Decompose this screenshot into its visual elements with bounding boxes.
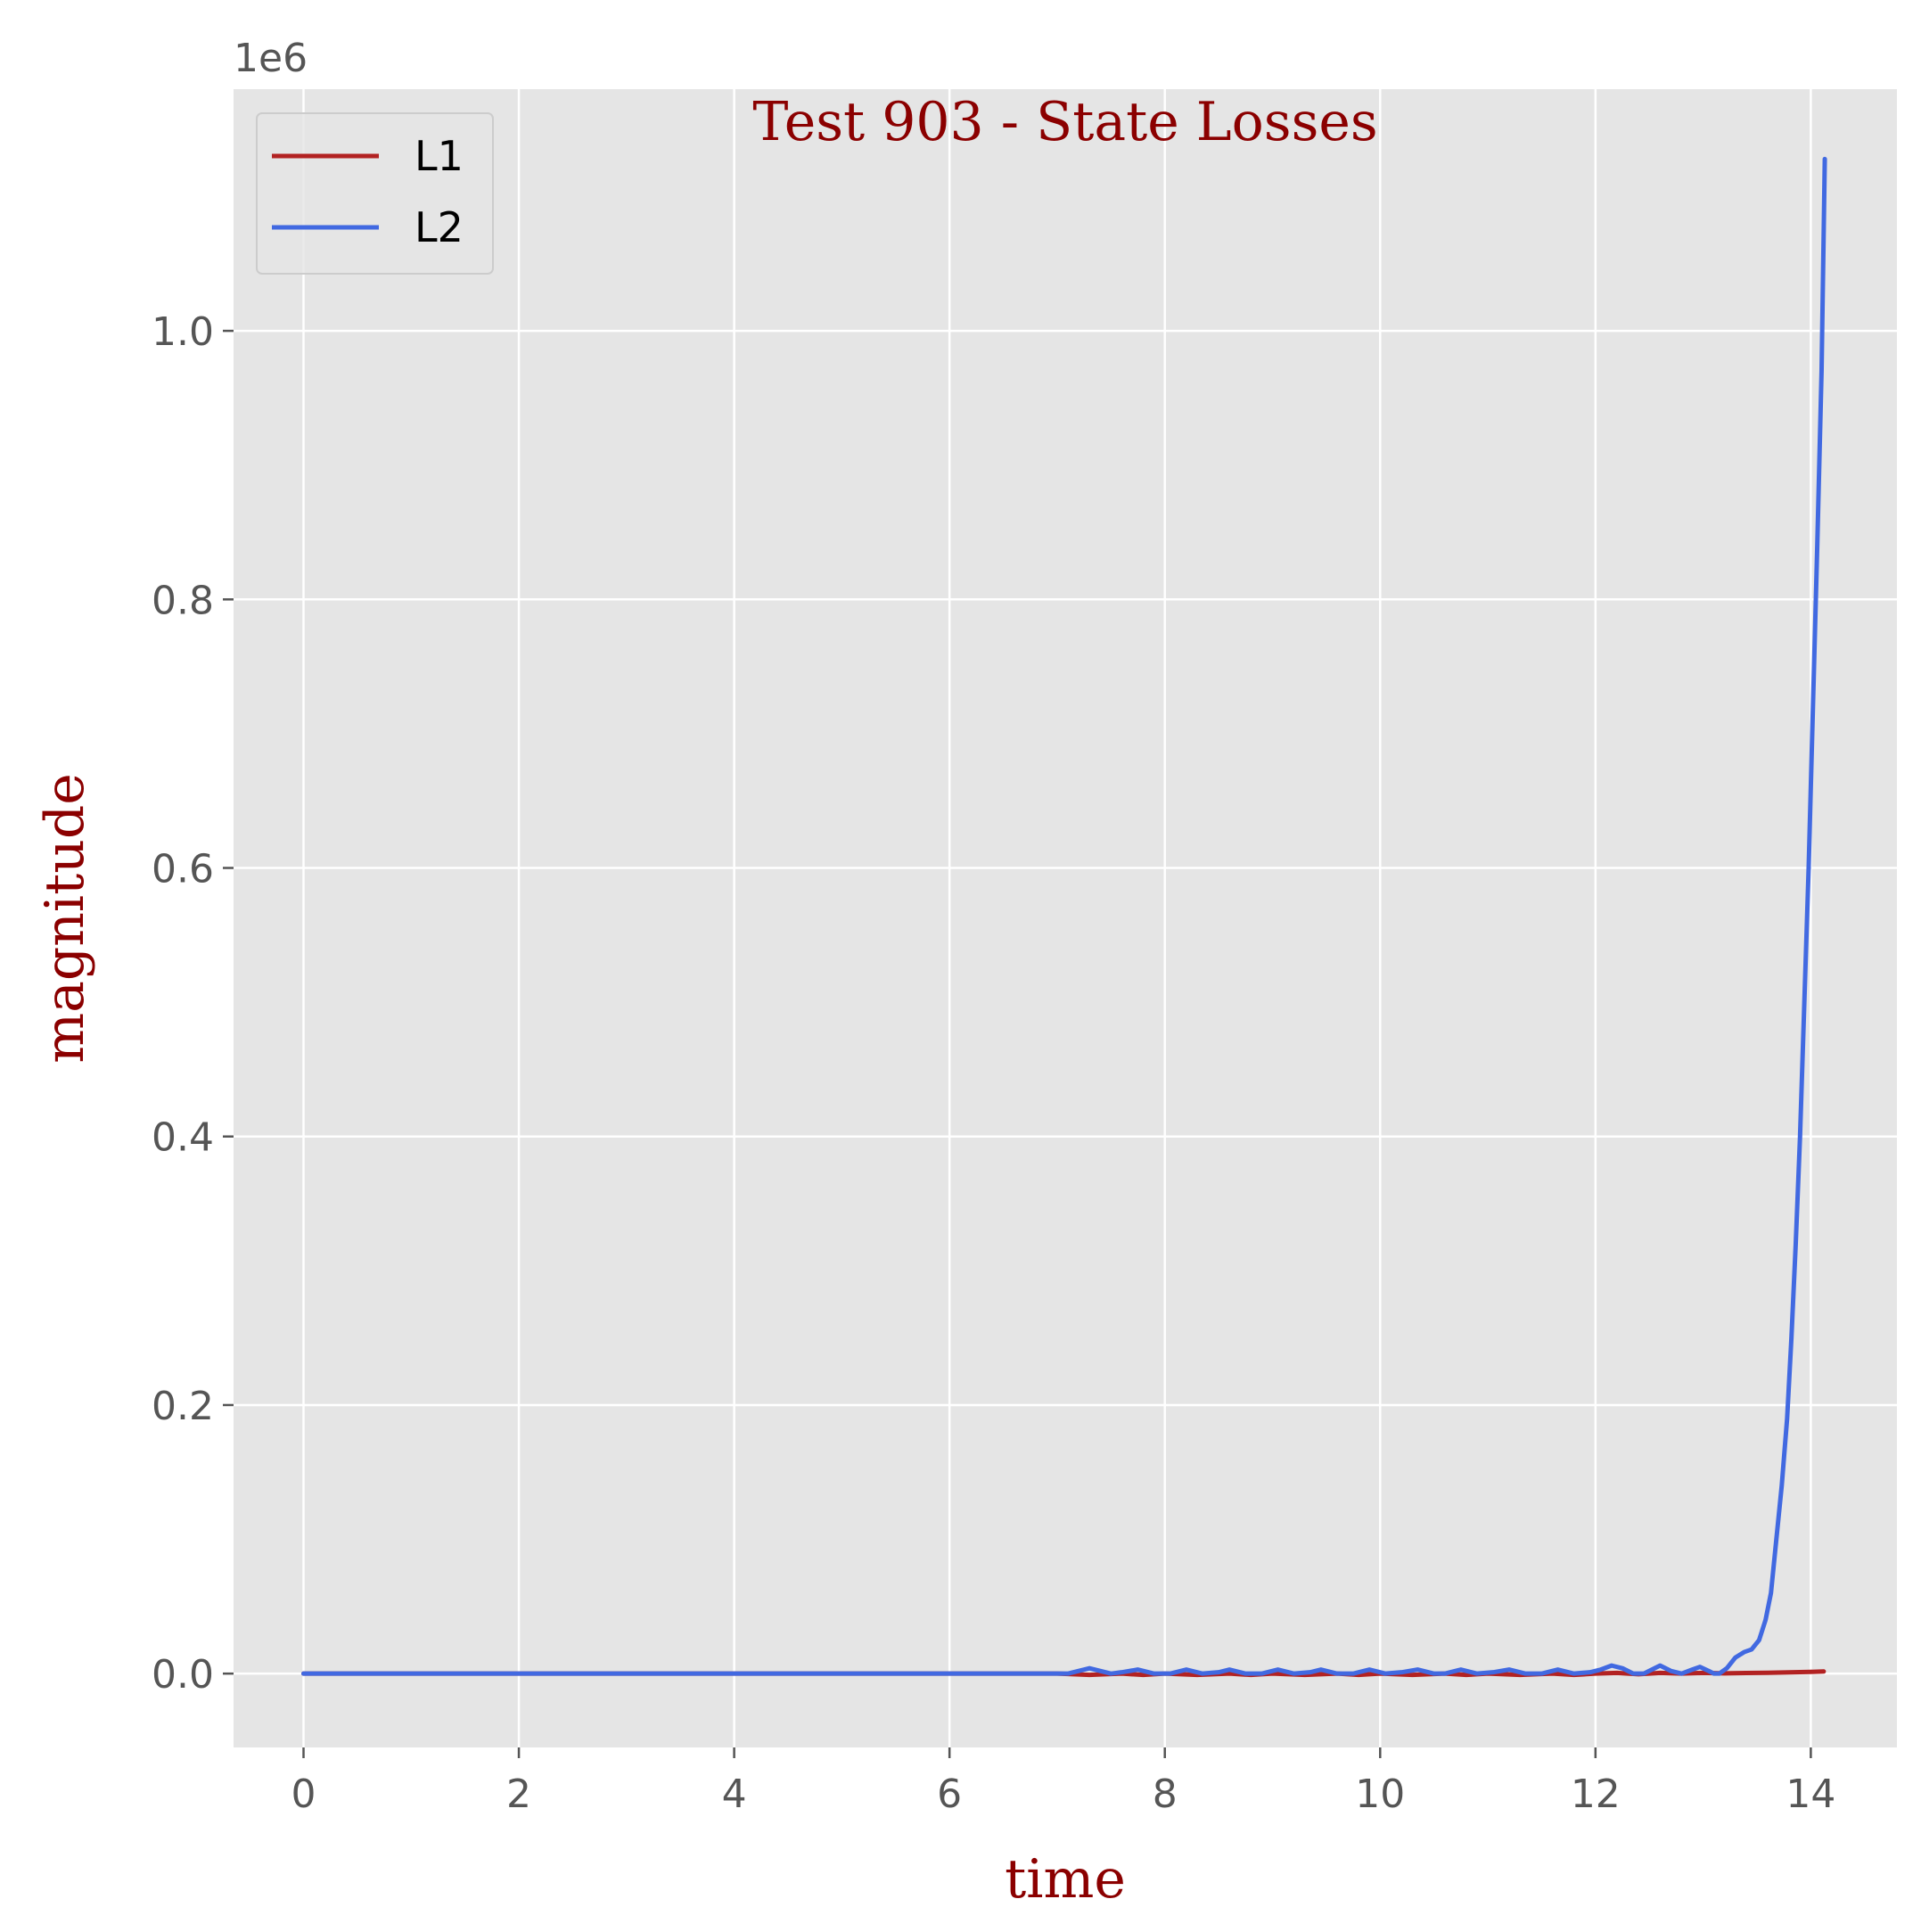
legend-box [256,112,494,275]
y-tick-label: 0.2 [152,1384,214,1429]
x-axis-title: time [1005,1848,1126,1911]
x-tick-label: 12 [1571,1772,1621,1817]
y-tick-label: 0.8 [152,578,214,623]
x-tick-label: 4 [722,1772,747,1817]
grid [234,89,1897,1747]
x-tick-label: 8 [1153,1772,1178,1817]
y-offset-label: 1e6 [234,36,308,81]
y-tick-label: 0.0 [152,1652,214,1698]
axis-ticks: 0 2 4 6 8 10 12 14 0.0 0.2 0.4 0.6 0.8 1.0 [152,309,1835,1817]
y-tick-label: 0.4 [152,1115,214,1161]
x-tick-label: 14 [1786,1772,1835,1817]
x-tick-label: 6 [937,1772,962,1817]
x-tick-label: 10 [1355,1772,1405,1817]
legend-label-l2: L2 [415,203,464,251]
chart-title: Test 903 - State Losses [752,91,1377,153]
legend-label-l1: L1 [415,132,464,180]
x-tick-label: 2 [506,1772,531,1817]
plot-area [234,89,1897,1747]
y-axis-title: magnitude [34,773,96,1064]
x-tick-label: 0 [291,1772,316,1817]
y-tick-label: 0.6 [152,847,214,892]
series-lines [301,156,1827,1678]
y-tick-label: 1.0 [152,309,214,355]
legend: L1 L2 [256,112,494,275]
series-line-l2 [301,156,1827,1676]
